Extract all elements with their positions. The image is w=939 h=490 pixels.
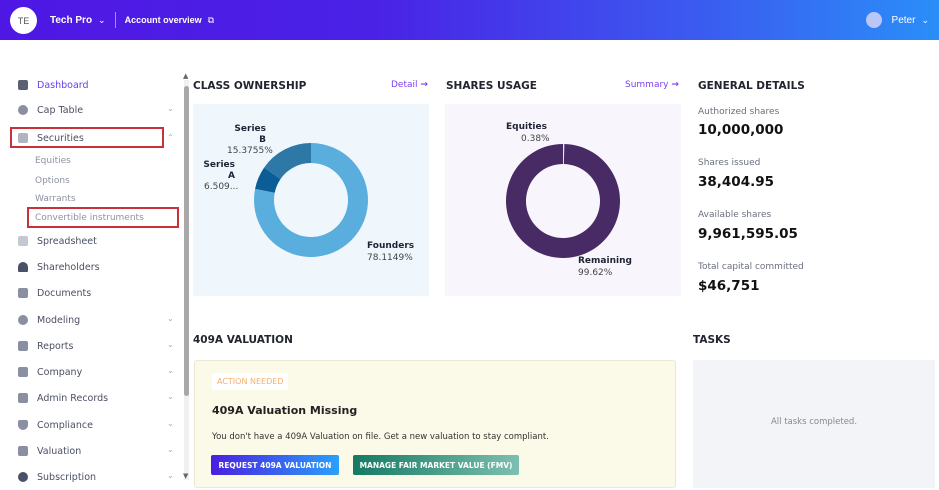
sidebar-item-valuation[interactable]: Valuation [18,443,81,459]
manage-fmv-button[interactable]: MANAGE FAIR MARKET VALUE (FMV) [353,455,519,475]
chevron-down-icon[interactable]: ⌄ [167,445,174,454]
header-right-group: Peter ⌄ [865,0,929,40]
series-a-value: 6.509... [204,182,239,192]
shares-usage-card: Equities 0.38% Remaining 99.62% [445,104,681,296]
sidebar-item-reports[interactable]: Reports [18,338,73,354]
valuation-title: 409A VALUATION [193,334,293,346]
authorized-shares-label: Authorized shares [698,107,780,117]
equities-value: 0.38% [521,134,550,144]
top-bar: TE Tech Pro ⌄ Account overview ⧉ Peter ⌄ [0,0,939,40]
donut-slice-remaining[interactable] [505,144,620,258]
donut-slice-series-a[interactable] [255,167,281,193]
arrow-right-icon: → [671,80,679,90]
highlight-box [27,207,179,228]
account-overview-link[interactable]: Account overview [124,15,202,25]
chevron-down-icon[interactable]: ⌄ [98,14,106,25]
chevron-down-icon[interactable]: ⌄ [167,471,174,480]
donut-slice-series-b[interactable] [264,143,311,179]
total-capital-value: $46,751 [698,278,760,294]
lightbulb-icon [18,315,28,325]
person-icon [18,262,28,272]
general-details-title: GENERAL DETAILS [698,80,805,92]
founders-label: Founders [367,241,415,251]
clipboard-icon [18,133,28,143]
donut-slice-equities[interactable] [563,144,565,165]
user-menu[interactable]: Peter [891,14,916,26]
series-b-label: Series B [234,124,266,145]
remaining-value: 99.62% [578,268,613,278]
scroll-up-icon[interactable]: ▲ [183,72,189,80]
sidebar-item-company[interactable]: Company [18,364,82,380]
chevron-down-icon[interactable]: ⌄ [167,340,174,349]
sidebar-item-compliance[interactable]: Compliance [18,417,93,433]
summary-link[interactable]: Summary → [625,80,679,90]
dollar-icon [18,472,28,482]
sidebar-item-spreadsheet[interactable]: Spreadsheet [18,233,97,249]
tasks-title: TASKS [693,334,731,346]
arrow-right-icon: → [420,80,428,90]
dashboard-icon [18,80,28,90]
sidebar-item-subscription[interactable]: Subscription [18,469,96,485]
sidebar-subitem-options[interactable]: Options [35,176,70,186]
sidebar-item-cap-table[interactable]: Cap Table [18,102,83,118]
external-link-icon[interactable]: ⧉ [207,14,215,25]
available-shares-value: 9,961,595.05 [698,226,798,242]
company-switcher[interactable]: Tech Pro [50,14,93,26]
chevron-down-icon[interactable]: ⌄ [167,392,174,401]
scrollbar-thumb[interactable] [184,86,189,396]
report-icon [18,341,28,351]
sidebar-item-shareholders[interactable]: Shareholders [18,259,100,275]
remaining-label: Remaining [578,256,632,266]
valuation-message: You don't have a 409A Valuation on file.… [212,432,549,442]
chevron-up-icon[interactable]: ⌃ [167,133,174,142]
highlight-box [10,127,164,148]
divider [114,12,116,28]
company-avatar[interactable]: TE [10,7,37,34]
sidebar-subitem-warrants[interactable]: Warrants [35,194,76,204]
valuation-heading: 409A Valuation Missing [212,404,358,417]
chart-icon [18,446,28,456]
shares-issued-label: Shares issued [698,158,761,168]
series-b-value: 15.3755% [227,146,273,156]
records-icon [18,393,28,403]
shares-issued-value: 38,404.95 [698,174,775,190]
class-ownership-title: CLASS OWNERSHIP [193,80,307,92]
shares-usage-title: SHARES USAGE [446,80,537,92]
request-409a-button[interactable]: REQUEST 409A VALUATION [211,455,339,475]
chevron-down-icon[interactable]: ⌄ [167,104,174,113]
class-ownership-card: Series B 15.3755% Series A 6.509... Founde… [193,104,429,296]
shield-icon [18,420,28,430]
authorized-shares-value: 10,000,000 [698,122,784,138]
class-ownership-donut [254,143,368,257]
available-shares-label: Available shares [698,210,772,220]
series-a-label: Series A [203,160,235,181]
founders-value: 78.1149% [367,253,413,263]
chevron-down-icon[interactable]: ⌄ [167,419,174,428]
shares-usage-donut [505,144,620,258]
pie-chart-icon [18,105,28,115]
sidebar-subitem-convertible-instruments[interactable]: Convertible instruments [35,213,144,223]
sidebar-item-modeling[interactable]: Modeling [18,312,80,328]
sidebar-subitem-equities[interactable]: Equities [35,156,71,166]
sidebar-item-admin-records[interactable]: Admin Records [18,390,108,406]
chevron-down-icon[interactable]: ⌄ [167,314,174,323]
header-left-group: Tech Pro ⌄ Account overview ⧉ [50,0,214,40]
total-capital-label: Total capital committed [698,262,804,272]
tasks-card: All tasks completed. [693,360,935,488]
action-needed-badge: ACTION NEEDED [212,373,289,390]
sidebar-item-securities[interactable]: Securities [18,130,84,146]
scroll-down-icon[interactable]: ▼ [183,472,189,480]
tasks-empty-message: All tasks completed. [770,417,858,427]
donut-slice-founders[interactable] [254,143,368,257]
sidebar-item-documents[interactable]: Documents [18,285,91,301]
detail-link[interactable]: Detail → [391,80,428,90]
equities-label: Equities [506,122,547,132]
chevron-down-icon[interactable]: ⌄ [167,366,174,375]
user-avatar[interactable] [865,12,882,28]
table-icon [18,236,28,246]
building-icon [18,367,28,377]
folder-icon [18,288,28,298]
sidebar-item-dashboard[interactable]: Dashboard [18,77,89,93]
chevron-down-icon[interactable]: ⌄ [921,14,929,25]
